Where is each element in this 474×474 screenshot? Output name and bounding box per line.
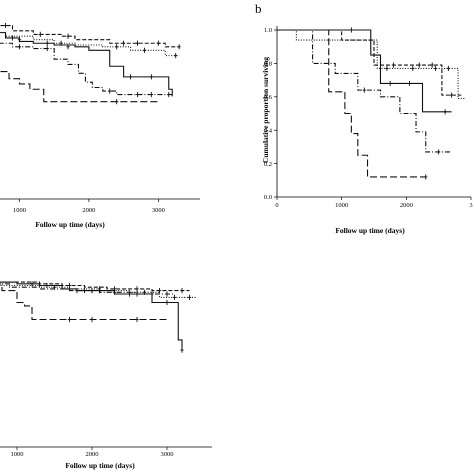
x-axis-title: Follow up time (days) <box>65 461 135 470</box>
survival-curve-dotted <box>0 32 180 57</box>
survival-curve-dashed <box>277 29 462 96</box>
x-tick-label: 3 <box>469 202 472 209</box>
survival-curve-longdash <box>277 29 426 178</box>
y-axis-title: Cumulative proportion surviving <box>261 57 270 163</box>
panel-b-km-plot: 0 1000 2000 3 0.0 0.2 0.4 0.6 0.8 1.0 Follow up ti… <box>255 1 473 235</box>
x-tick-label: 0 <box>275 202 278 209</box>
x-tick-label: 3000 <box>161 451 174 458</box>
x-axis-title: Follow up time (days) <box>335 226 405 235</box>
x-tick-label: 1000 <box>13 207 26 214</box>
plot-area <box>277 27 465 180</box>
x-tick-label: 2000 <box>400 202 413 209</box>
x-tick-label: 2000 <box>86 451 99 458</box>
x-tick-label: 2000 <box>82 207 95 214</box>
panel-c-km-plot: 1000 2000 3000 Follow up time (days) <box>0 281 212 470</box>
y-tick-label: 0.4 <box>264 127 273 134</box>
x-axis-title: Follow up time (days) <box>35 220 105 229</box>
x-tick-label: 1000 <box>11 451 24 458</box>
y-tick-label: 0.8 <box>264 61 272 68</box>
survival-curve-solid <box>0 281 183 351</box>
survival-curve-dotted <box>0 283 197 298</box>
y-tick-label: 0.0 <box>264 194 272 201</box>
survival-curve-solid <box>0 32 173 97</box>
x-tick-label: 3000 <box>152 207 165 214</box>
survival-curve-dashdot <box>0 283 175 295</box>
x-tick-label: 1000 <box>335 202 348 209</box>
plot-area <box>0 281 197 353</box>
y-tick-label: 0.2 <box>264 161 272 168</box>
survival-curve-dashdot <box>277 29 452 153</box>
survival-curve-dashdot <box>0 42 173 96</box>
panel-letter: b <box>255 1 262 16</box>
survival-curve-dotted <box>277 29 465 100</box>
plot-area <box>0 22 181 105</box>
survival-curve-longdash <box>0 71 159 103</box>
survival-curve-solid <box>277 29 452 113</box>
survival-curve-dashed <box>0 281 190 292</box>
y-tick-label: 0.6 <box>264 94 273 101</box>
survival-curve-dashed <box>0 24 180 48</box>
panel-a-km-plot: 1000 2000 3000 Follow up time (days) <box>0 22 200 229</box>
y-tick-label: 1.0 <box>264 27 272 34</box>
